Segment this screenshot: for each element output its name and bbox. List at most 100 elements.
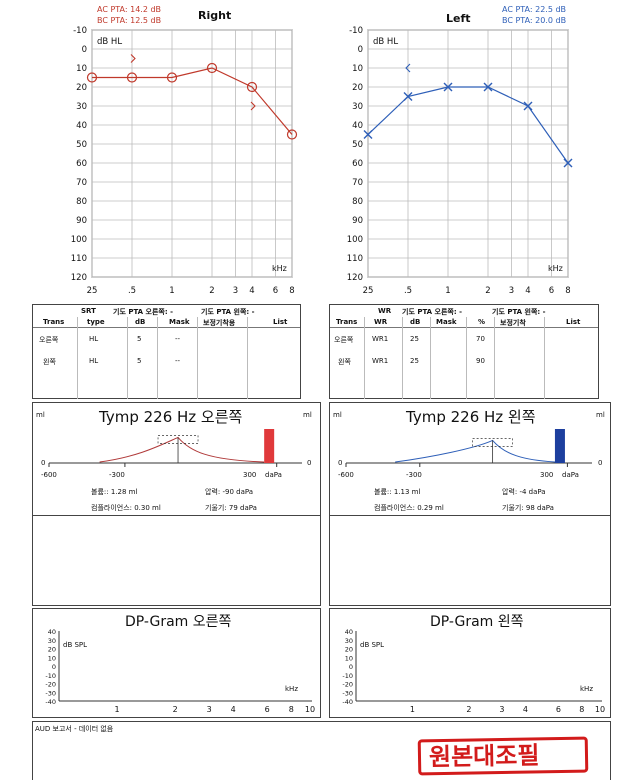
right-bc-pta: BC PTA: 12.5 dB (97, 16, 162, 25)
tymp-left-pressure: 압력: -4 daPa (502, 488, 546, 496)
ac-point-circle (86, 72, 98, 83)
dp-x-tick-label: 4 (523, 705, 528, 714)
y-tick-label: -10 (73, 26, 87, 36)
tymp-right-pressure: 압력: -90 daPa (205, 488, 254, 496)
ac-point-circle (246, 81, 258, 93)
tymp-left-empty-area (329, 516, 611, 606)
dp-x-tick-label: 1 (115, 705, 120, 714)
dp-y-tick-label: 0 (52, 663, 56, 671)
row-left-wr: WR1 (372, 357, 389, 365)
dp-left-title: DP-Gram 왼쪽 (430, 614, 524, 630)
y-tick-label: 120 (347, 273, 363, 283)
dp-x-tick-label: 10 (595, 705, 605, 714)
ac-point-x-stroke (483, 82, 493, 92)
aud-report-text: AUD 보고서 - 데이터 없음 (35, 725, 114, 733)
x-tick-label: 3 (233, 286, 238, 296)
left-ac-pta: AC PTA: 22.5 dB (502, 5, 567, 14)
col-type: type (87, 318, 105, 326)
y-tick-label: 0 (82, 45, 87, 55)
col-line (544, 317, 545, 399)
col-line (402, 317, 403, 399)
y-tick-label: 110 (347, 254, 363, 264)
x-unit-label: kHz (272, 264, 287, 273)
tymp-curve (395, 439, 556, 463)
tymp-right-volume: 볼륨:: 1.28 ml (91, 488, 138, 496)
row-left-mask: -- (175, 357, 181, 365)
col-db: dB (410, 318, 421, 326)
y-tick-label: 20 (76, 83, 87, 93)
x-tick-label: .5 (128, 286, 136, 296)
dp-y-tick-label: -40 (342, 698, 353, 706)
row-left-type: HL (89, 357, 99, 365)
y-tick-label: 70 (76, 178, 87, 188)
y-tick-label: 100 (71, 235, 87, 245)
dp-x-tick-label: 6 (265, 705, 270, 714)
dp-left-xunit: kHz (580, 685, 593, 693)
row-left-db: 25 (410, 357, 419, 365)
dp-y-tick-label: -30 (342, 689, 353, 697)
ac-point-x-stroke (523, 101, 533, 111)
bc-point (130, 54, 136, 63)
tymp-left-gradient: 기울기: 98 daPa (502, 504, 554, 512)
ac-point-x-stroke (563, 158, 573, 168)
y-tick-label: 30 (76, 102, 87, 112)
ac-point-x (443, 82, 453, 92)
y-tick-label: 100 (347, 235, 363, 245)
aud-report-panel: AUD 보고서 - 데이터 없음 (32, 721, 611, 780)
dp-y-tick-label: 40 (345, 628, 353, 636)
left-pta-label: 기도 PTA 왼쪽: - (201, 308, 255, 316)
row-left-trans: 왼쪽 (43, 358, 56, 366)
tymp-right-ml-left: ml (36, 411, 45, 419)
y-tick-label: 30 (352, 102, 363, 112)
col-line (247, 317, 248, 399)
tymp-left-tick-300: -300 (406, 471, 422, 479)
tymp-right-zero-right: 0 (307, 459, 312, 467)
y-tick-label: 90 (352, 216, 363, 226)
row-right-mask: -- (175, 335, 181, 343)
y-tick-label: 20 (352, 83, 363, 93)
col-trans: Trans (43, 318, 65, 326)
dp-y-tick-label: -20 (45, 681, 56, 689)
dp-y-tick-label: 30 (48, 637, 56, 645)
dp-y-tick-label: 10 (345, 654, 353, 662)
dp-x-tick-label: 6 (556, 705, 561, 714)
col-mask: Mask (436, 318, 457, 326)
col-db: dB (135, 318, 146, 326)
tymp-left-volume: 볼륨:: 1.13 ml (374, 488, 421, 496)
ac-point-circle (206, 62, 218, 74)
ac-point-x (363, 130, 373, 139)
dp-left-panel: DP-Gram 왼쪽 dB SPL kHz 40 30 20 10 0 -10 -20 -30… (329, 608, 611, 718)
y-tick-label: 40 (352, 121, 363, 131)
x-tick-label: 1 (445, 286, 450, 296)
tymp-right-compliance: 컴플라이언스: 0.30 ml (91, 504, 161, 512)
dp-y-tick-label: -10 (45, 672, 56, 680)
ac-point-x (403, 92, 413, 101)
ac-point-circle (286, 129, 298, 140)
tymp-left-ml-right: ml (596, 411, 605, 419)
col-mask: Mask (169, 318, 190, 326)
tymp-right-gradient: 기울기: 79 daPa (205, 504, 257, 512)
dp-y-tick-label: -10 (342, 672, 353, 680)
x-tick-label: 6 (549, 286, 554, 296)
y-tick-label: 0 (358, 45, 363, 55)
tymp-left-panel: ml ml Tymp 226 Hz 왼쪽 0 0 -600 -300 300 d… (329, 402, 611, 516)
ac-point-circle (126, 72, 138, 83)
tymp-right-graph (48, 429, 302, 467)
y-tick-label: 50 (76, 140, 87, 150)
dp-y-tick-label: 10 (48, 654, 56, 662)
y-tick-label: 40 (76, 121, 87, 131)
y-tick-label: 50 (352, 140, 363, 150)
y-tick-label: 120 (71, 273, 87, 283)
col-line (197, 317, 198, 399)
dp-x-tick-label: 2 (466, 705, 471, 714)
left-pta-label: 기도 PTA 왼쪽: - (492, 308, 546, 316)
tymp-left-title: Tymp 226 Hz 왼쪽 (406, 408, 536, 426)
tymp-left-ml-left: ml (333, 411, 342, 419)
tymp-left-compliance: 컴플라이언스: 0.29 ml (374, 504, 444, 512)
table-divider (33, 327, 300, 328)
col-hearing-aid: 보정기착용 (203, 319, 236, 327)
ac-point-x-stroke (443, 82, 453, 92)
ac-point-x (523, 101, 533, 111)
